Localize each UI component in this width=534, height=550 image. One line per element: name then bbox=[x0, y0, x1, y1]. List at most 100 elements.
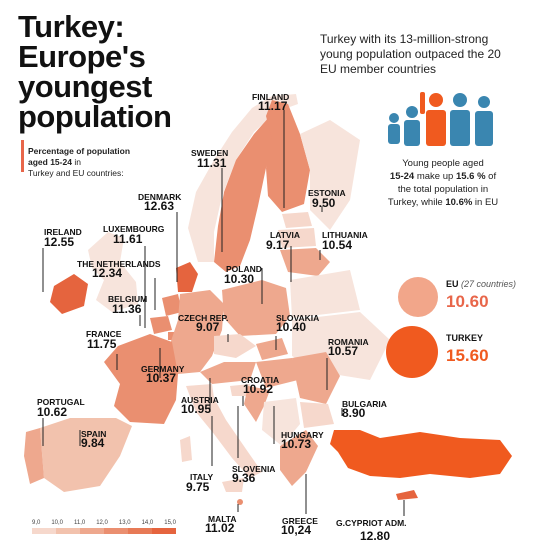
country-label: BULGARIA bbox=[342, 399, 387, 409]
map-latvia bbox=[278, 228, 316, 248]
legend-line-1: Percentage of population bbox=[28, 146, 131, 156]
country-value: 11.17 bbox=[258, 99, 288, 113]
country-label: DENMARK bbox=[138, 192, 182, 202]
map-portugal bbox=[24, 428, 44, 484]
scale-tick: 12,0 bbox=[96, 520, 108, 526]
leader-lines bbox=[42, 110, 405, 516]
country-value: 10.37 bbox=[146, 371, 177, 385]
country-label: G.CYPRIOT ADM. bbox=[336, 518, 407, 528]
map-italy bbox=[186, 384, 262, 478]
country-value: 10.57 bbox=[328, 344, 359, 358]
country-value: 11.02 bbox=[205, 521, 235, 535]
country-value: 12.34 bbox=[92, 266, 123, 280]
info-line-1: Young people aged bbox=[402, 158, 484, 169]
map-spain bbox=[40, 418, 132, 492]
map-slovakia bbox=[256, 338, 288, 360]
map-russia-north bbox=[300, 120, 360, 230]
country-label: ROMANIA bbox=[328, 337, 369, 347]
eu-label: EU (27 countries) bbox=[446, 279, 516, 289]
country-value: 9.17 bbox=[266, 238, 290, 252]
country-value: 10.73 bbox=[281, 437, 312, 451]
country-value: 12.80 bbox=[360, 529, 391, 543]
map-balkans bbox=[262, 398, 300, 446]
country-value: 12.55 bbox=[44, 235, 75, 249]
country-label: BELGIUM bbox=[108, 294, 148, 304]
scale-swatch bbox=[128, 528, 152, 534]
map-romania bbox=[292, 352, 340, 404]
map-hungary bbox=[256, 358, 298, 388]
map-croatia bbox=[244, 386, 270, 422]
map-lithuania bbox=[280, 248, 330, 276]
scale-swatch bbox=[104, 528, 128, 534]
country-value: 11.31 bbox=[197, 156, 227, 170]
country-label: LITHUANIA bbox=[322, 230, 368, 240]
subtitle: Turkey with its 13-million-strong young … bbox=[320, 32, 501, 76]
scale-tick: 15,0 bbox=[164, 520, 176, 526]
map-sardinia bbox=[180, 436, 192, 462]
country-label: SLOVENIA bbox=[232, 464, 276, 474]
info-eu-pct: 10.6% bbox=[445, 197, 473, 208]
scale-swatch bbox=[80, 528, 104, 534]
legend-line-3: Turkey and EU countries: bbox=[28, 168, 124, 178]
country-label: LATVIA bbox=[270, 230, 301, 240]
country-label: GREECE bbox=[282, 516, 318, 526]
map-belarus bbox=[290, 270, 360, 318]
country-label: SPAIN bbox=[81, 429, 107, 439]
country-value: 11.75 bbox=[87, 337, 117, 351]
country-label: IRELAND bbox=[44, 227, 82, 237]
color-scale: 9,0 10,0 11,0 12,0 13,0 14,0 15,0 bbox=[32, 520, 176, 534]
map-finland bbox=[266, 100, 310, 212]
map-denmark bbox=[176, 262, 198, 292]
country-label: FRANCE bbox=[86, 329, 122, 339]
map-czech bbox=[214, 334, 256, 358]
country-label: MALTA bbox=[208, 514, 237, 524]
info-make-up: make up bbox=[414, 171, 456, 182]
map-ireland bbox=[50, 274, 88, 314]
scale-tick: 11,0 bbox=[74, 520, 86, 526]
country-value: 10.95 bbox=[181, 402, 212, 416]
country-value: 10.62 bbox=[37, 405, 68, 419]
info-in-eu: in EU bbox=[472, 197, 499, 208]
country-label: SLOVAKIA bbox=[276, 313, 320, 323]
title-line-1: Turkey: bbox=[18, 9, 125, 44]
country-value: 10.54 bbox=[322, 238, 353, 252]
country-value: 9.36 bbox=[232, 471, 256, 485]
title-line-3: youngest bbox=[18, 69, 152, 104]
info-age: 15-24 bbox=[389, 171, 415, 182]
country-label: THE NETHERLANDS bbox=[77, 259, 161, 269]
country-label: ITALY bbox=[190, 472, 214, 482]
country-value: 9.75 bbox=[186, 480, 210, 494]
scale-swatch bbox=[32, 528, 56, 534]
scale-swatch bbox=[56, 528, 80, 534]
map-sweden bbox=[214, 116, 278, 272]
info-turkey-while: Turkey, while bbox=[387, 197, 446, 208]
country-value: 10.92 bbox=[243, 382, 274, 396]
map-turkey bbox=[330, 430, 512, 478]
map-germany bbox=[170, 290, 224, 374]
country-label: CROATIA bbox=[241, 375, 280, 385]
map-norway bbox=[188, 94, 298, 262]
map-malta bbox=[237, 499, 243, 505]
map-greece bbox=[280, 430, 318, 486]
legend-line-2b: in bbox=[71, 157, 81, 167]
country-label: FINLAND bbox=[252, 92, 290, 102]
info-line-3: the total population in bbox=[397, 184, 489, 195]
country-label: PORTUGAL bbox=[37, 397, 85, 407]
country-label: HUNGARY bbox=[281, 430, 324, 440]
country-value: 9.50 bbox=[312, 196, 336, 210]
legend-line-2: aged 15-24 bbox=[28, 157, 72, 167]
page-title: Turkey: Europe's youngest population bbox=[18, 9, 172, 132]
legend-accent-bar bbox=[21, 140, 24, 172]
country-value: 8.90 bbox=[342, 406, 366, 420]
turkey-value: 15.60 bbox=[446, 346, 489, 365]
scale-tick: 14,0 bbox=[141, 520, 154, 526]
eu-label-text: EU bbox=[446, 279, 459, 289]
eu-circle bbox=[398, 277, 438, 317]
map-estonia bbox=[282, 212, 312, 228]
eu-value: 10.60 bbox=[446, 292, 489, 311]
country-label: POLAND bbox=[226, 264, 262, 274]
map-sicily bbox=[222, 478, 244, 492]
country-label: ESTONIA bbox=[308, 188, 346, 198]
